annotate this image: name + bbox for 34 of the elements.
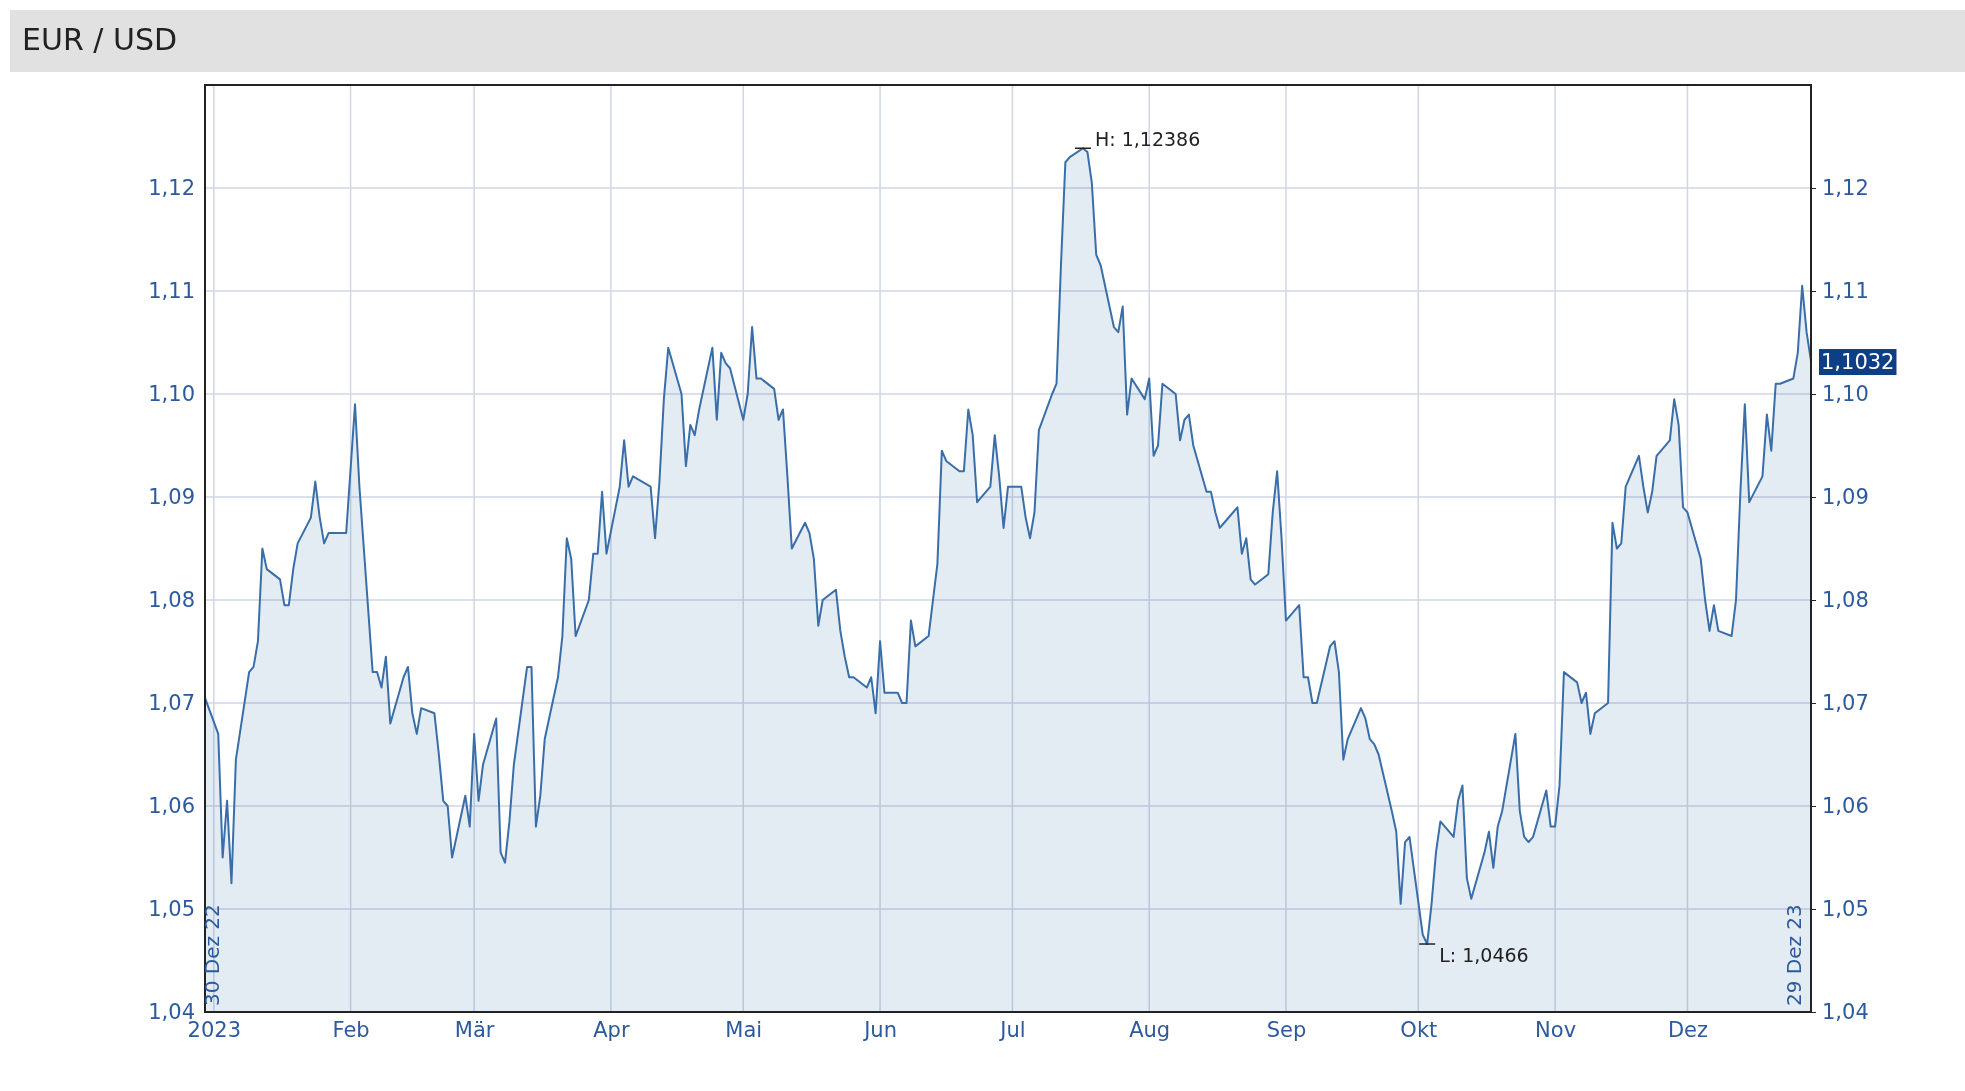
y2-tick-label: 1,06	[1822, 794, 1869, 819]
y-tick-label: 1,06	[148, 794, 195, 819]
y2-tick-label: 1,04	[1822, 1000, 1869, 1025]
x-tick-label: Aug	[1129, 1017, 1171, 1042]
y2-tick-label: 1,12	[1822, 176, 1869, 201]
y-tick-label: 1,10	[148, 382, 195, 407]
x-tick-label: Sep	[1266, 1017, 1307, 1042]
x-tick-label: Feb	[332, 1017, 370, 1042]
y-tick-label: 1,11	[148, 279, 195, 304]
annotation: 1,1032	[1821, 350, 1895, 375]
y2-tick-label: 1,07	[1822, 691, 1869, 716]
annotation: 29 Dez 23	[1782, 904, 1806, 1006]
y2-tick-label: 1,09	[1822, 485, 1869, 510]
y2-tick-label: 1,08	[1822, 588, 1869, 613]
x-tick-label: Jun	[862, 1017, 897, 1042]
y2-tick-label: 1,10	[1822, 382, 1869, 407]
y-tick-label: 1,09	[148, 485, 195, 510]
x-tick-label: Jul	[998, 1017, 1026, 1042]
y2-tick-label: 1,05	[1822, 897, 1869, 922]
y-tick-label: 1,05	[148, 897, 195, 922]
y2-tick-label: 1,11	[1822, 279, 1869, 304]
y-tick-label: 1,07	[148, 691, 195, 716]
x-tick-label: Mai	[725, 1017, 763, 1042]
x-tick-label: Mär	[454, 1017, 495, 1042]
y-tick-label: 1,12	[148, 176, 195, 201]
x-tick-label: Nov	[1535, 1017, 1577, 1042]
x-tick-label: Dez	[1667, 1017, 1709, 1042]
chart-title: EUR / USD	[22, 22, 178, 57]
annotation: 30 Dez 22	[200, 904, 224, 1006]
x-tick-label: Okt	[1400, 1017, 1438, 1042]
y-tick-label: 1,08	[148, 588, 195, 613]
x-tick-label: Apr	[593, 1017, 630, 1042]
annotation: L: 1,0466	[1439, 944, 1529, 967]
annotation: H: 1,12386	[1095, 128, 1201, 151]
